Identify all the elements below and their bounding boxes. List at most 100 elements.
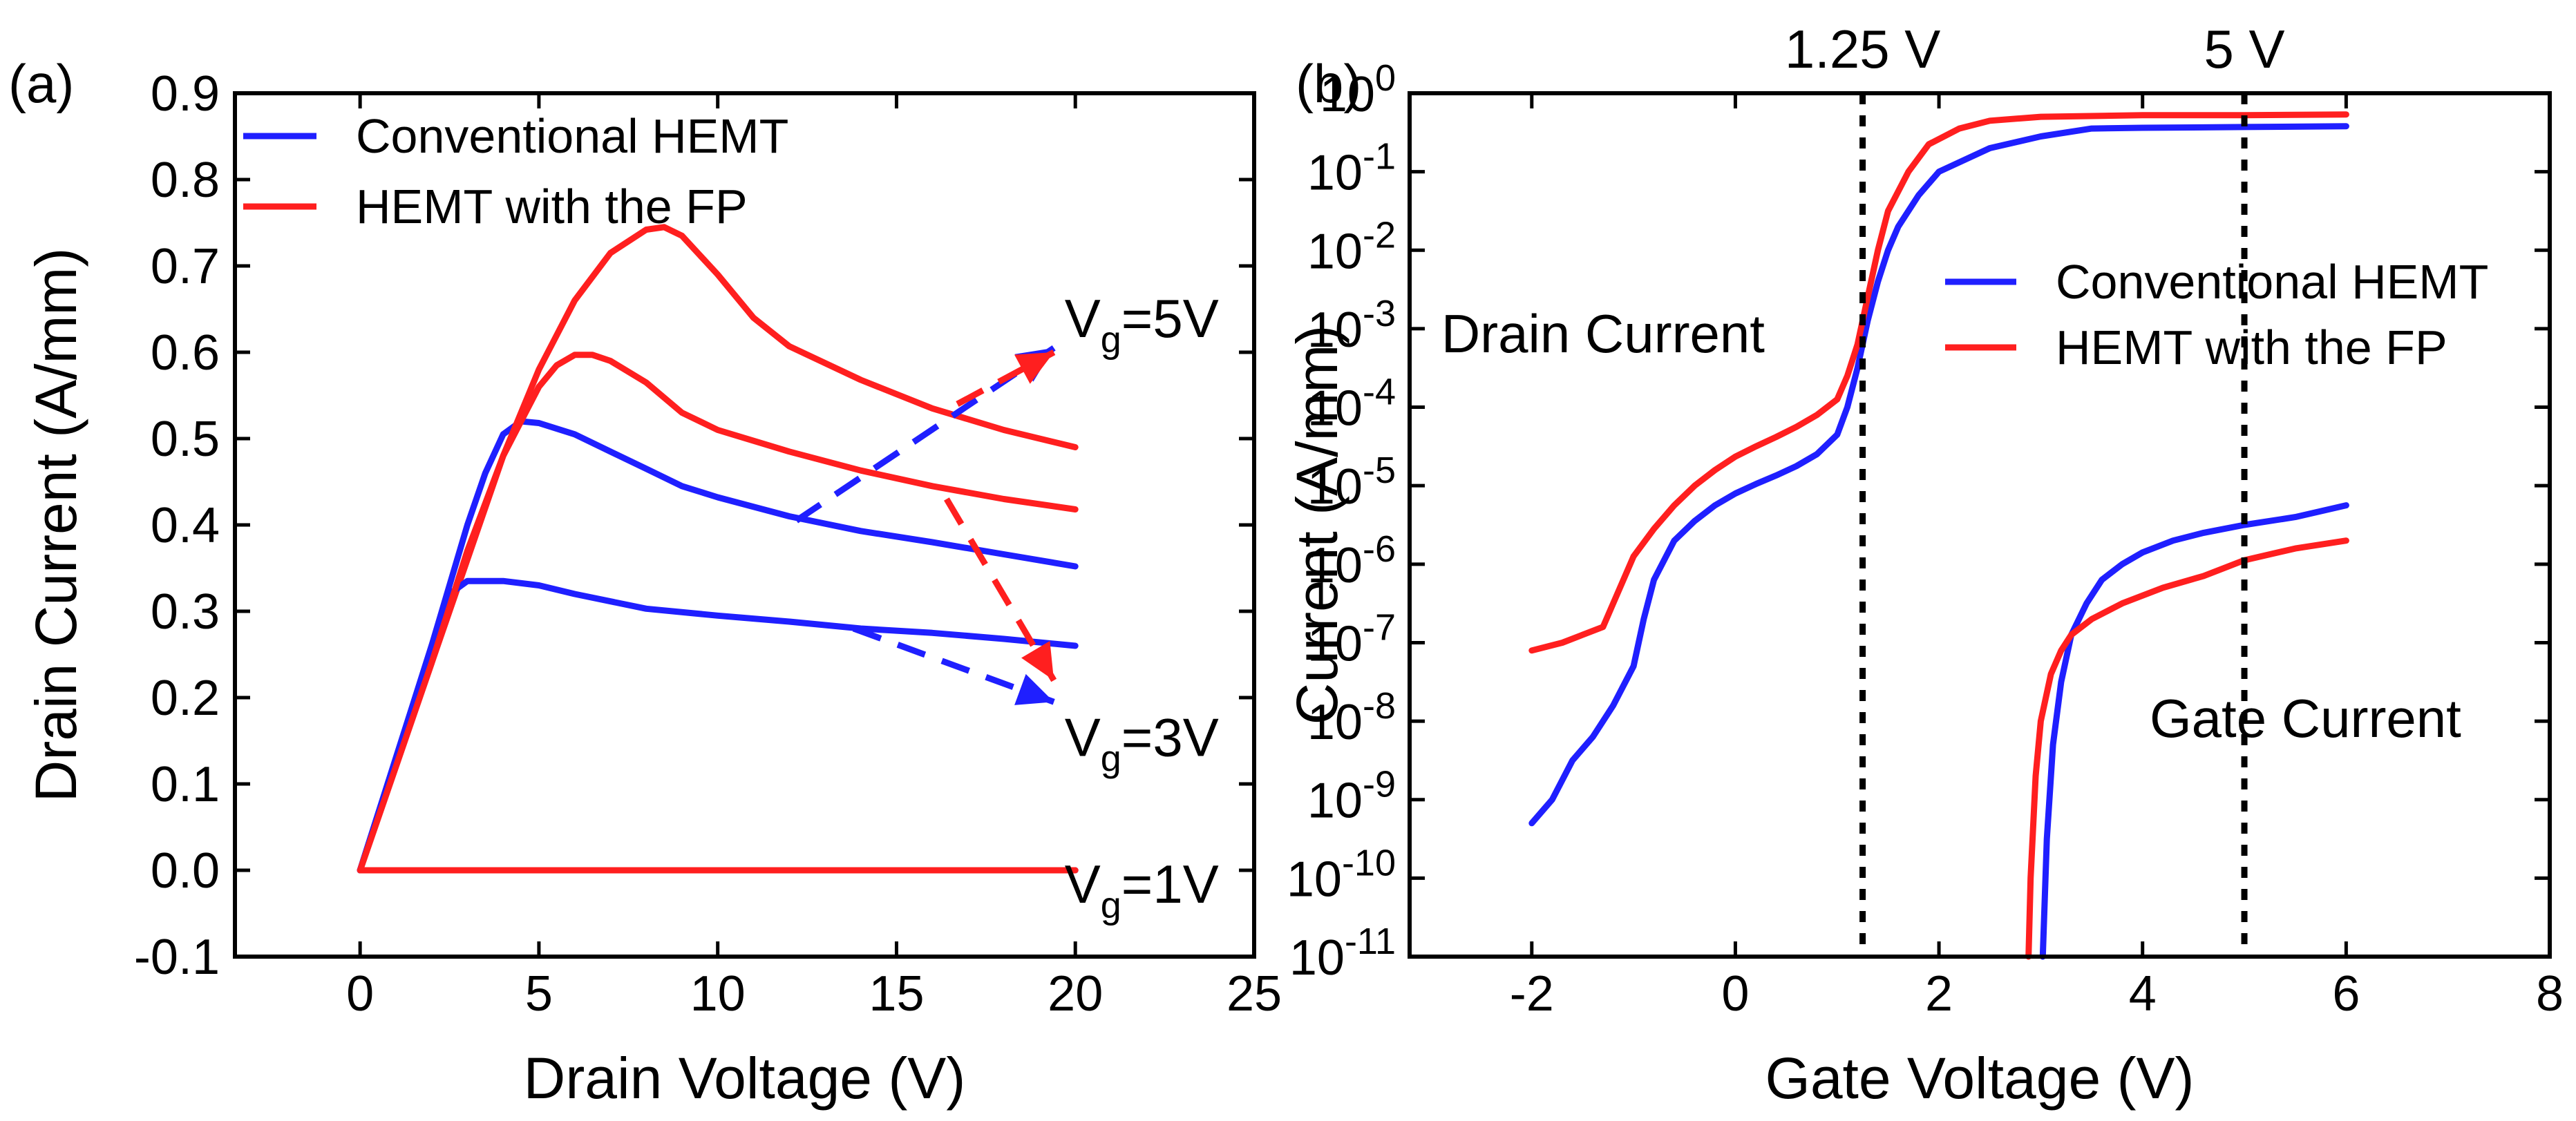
y-tick-exponent: -10 — [1342, 842, 1396, 883]
panel-label-a: (a) — [8, 53, 74, 114]
y-tick-label-b: 10-1 — [1307, 136, 1396, 201]
vg-annotation-main: V — [1065, 288, 1101, 349]
y-tick-label-a: 0.1 — [151, 757, 220, 812]
y-tick-base: 10 — [1307, 695, 1363, 750]
y-tick-label-b: 10-11 — [1289, 921, 1396, 986]
series-line-b-0 — [1528, 123, 2349, 827]
y-tick-label-a: 0.7 — [151, 239, 220, 294]
legend-label-a: HEMT with the FP — [356, 180, 748, 233]
y-tick-label-a: 0.6 — [151, 325, 220, 381]
y-tick-exponent: -7 — [1363, 606, 1396, 648]
y-tick-base: 10 — [1307, 538, 1363, 593]
vg-annotation-sub: g — [1101, 885, 1121, 926]
y-tick-label-a: 0.5 — [151, 412, 220, 467]
y-tick-exponent: -4 — [1363, 372, 1396, 413]
series-line-b-2 — [2039, 502, 2349, 960]
y-tick-label-b: 10-8 — [1307, 685, 1396, 750]
x-tick-label-b: 2 — [1925, 966, 1953, 1022]
y-tick-exponent: -11 — [1345, 921, 1396, 962]
x-tick-label-a: 10 — [690, 966, 746, 1022]
reference-line-label-b: 1.25 V — [1785, 19, 1941, 79]
vg-annotation-sub: g — [1101, 738, 1121, 779]
y-tick-exponent: -1 — [1363, 136, 1396, 178]
vg-annotation-sub: g — [1101, 319, 1121, 361]
x-tick-label-b: 4 — [2129, 966, 2157, 1022]
x-tick-label-b: -2 — [1510, 966, 1554, 1022]
x-tick-label-b: 0 — [1721, 966, 1749, 1022]
y-tick-exponent: -8 — [1363, 685, 1396, 727]
vg-annotation-a: Vg=3V — [1065, 707, 1219, 779]
y-tick-exponent: -9 — [1363, 764, 1396, 805]
y-tick-label-a: 0.8 — [151, 153, 220, 208]
y-tick-exponent: -3 — [1363, 293, 1396, 334]
series-line-a-3 — [357, 352, 1079, 874]
reference-line-label-b: 5 V — [2204, 19, 2284, 79]
x-tick-label-a: 25 — [1227, 966, 1282, 1022]
series-line-a-2 — [357, 577, 1079, 874]
y-tick-exponent: -6 — [1363, 528, 1396, 570]
legend-label-a: Conventional HEMT — [356, 109, 788, 163]
region-label-b: Gate Current — [2150, 688, 2461, 749]
arrow-a-2-line — [852, 625, 1055, 705]
vg-annotation-a: Vg=1V — [1065, 854, 1219, 926]
vg-annotation-main: V — [1065, 707, 1101, 767]
y-tick-base: 10 — [1320, 67, 1375, 122]
y-tick-exponent: -5 — [1363, 450, 1396, 491]
y-tick-label-b: 10-2 — [1307, 214, 1396, 279]
y-tick-label-a: 0.0 — [151, 843, 220, 899]
y-tick-label-a: 0.3 — [151, 584, 220, 640]
y-tick-base: 10 — [1307, 774, 1363, 829]
x-tick-label-a: 15 — [869, 966, 924, 1022]
vg-annotation-main: V — [1065, 854, 1101, 914]
vg-annotation-tail: =3V — [1121, 707, 1219, 767]
y-tick-base: 10 — [1307, 459, 1363, 515]
y-tick-label-b: 10-5 — [1307, 450, 1396, 515]
y-tick-base: 10 — [1289, 930, 1345, 986]
y-tick-base: 10 — [1307, 146, 1363, 201]
x-tick-label-b: 8 — [2536, 966, 2564, 1022]
chart-panel-b: 1.25 V 5 V Drain Current Gate Current -2 0 2 4 6… — [1285, 19, 2564, 1111]
y-tick-label-b: 100 — [1320, 57, 1396, 122]
y-axis-label-a: Drain Current (A/mm) — [23, 248, 88, 803]
x-axis-label-b: Gate Voltage (V) — [1765, 1046, 2194, 1111]
legend-label-b: Conventional HEMT — [2056, 255, 2488, 309]
chart-panel-a: 0 5 10 15 20 25 -0.1 0.0 0.1 0.2 0.3 0.4 0.5 0.6 0.7 0.… — [8, 53, 1282, 1111]
arrow-a-1-line — [956, 349, 1056, 407]
vg-annotation-a: Vg=5V — [1065, 288, 1219, 361]
arrow-a-3-head — [1021, 641, 1054, 680]
arrow-a-1-head — [1014, 352, 1054, 384]
series-line-b-3 — [2025, 537, 2349, 960]
y-tick-label-b: 10-9 — [1307, 764, 1396, 829]
arrow-a-3-line — [944, 497, 1057, 682]
y-tick-label-b: 10-3 — [1307, 293, 1396, 358]
y-tick-label-b: 10-10 — [1287, 842, 1396, 907]
y-tick-base: 10 — [1307, 224, 1363, 279]
y-tick-label-a: 0.4 — [151, 498, 220, 553]
x-tick-label-a: 20 — [1048, 966, 1103, 1022]
x-axis-label-a: Drain Voltage (V) — [524, 1046, 966, 1111]
y-tick-label-a: 0.9 — [151, 66, 220, 122]
region-label-b: Drain Current — [1441, 303, 1765, 364]
y-tick-label-b: 10-6 — [1307, 528, 1396, 593]
plot-frame-b — [1408, 91, 2552, 959]
x-tick-label-a: 0 — [346, 966, 374, 1022]
y-tick-label-a: -0.1 — [134, 930, 220, 985]
series-line-b-1 — [1528, 111, 2349, 654]
y-axis-label-b: Current (A/mm) — [1285, 325, 1349, 725]
y-tick-base: 10 — [1307, 381, 1363, 437]
x-tick-label-b: 6 — [2332, 966, 2360, 1022]
y-tick-base: 10 — [1307, 616, 1363, 671]
vg-annotation-tail: =5V — [1121, 288, 1219, 349]
legend-label-b: HEMT with the FP — [2056, 320, 2447, 374]
y-tick-base: 10 — [1307, 303, 1363, 358]
y-tick-label-b: 10-7 — [1307, 606, 1396, 671]
y-tick-exponent: 0 — [1375, 57, 1396, 99]
panel-label-b: (b) — [1296, 53, 1361, 114]
vg-annotation-tail: =1V — [1121, 854, 1219, 914]
y-tick-label-b: 10-4 — [1307, 372, 1396, 437]
y-tick-label-a: 0.2 — [151, 671, 220, 726]
arrow-a-2-head — [1014, 673, 1054, 705]
x-tick-label-a: 5 — [525, 966, 553, 1022]
y-tick-exponent: -2 — [1363, 214, 1396, 256]
